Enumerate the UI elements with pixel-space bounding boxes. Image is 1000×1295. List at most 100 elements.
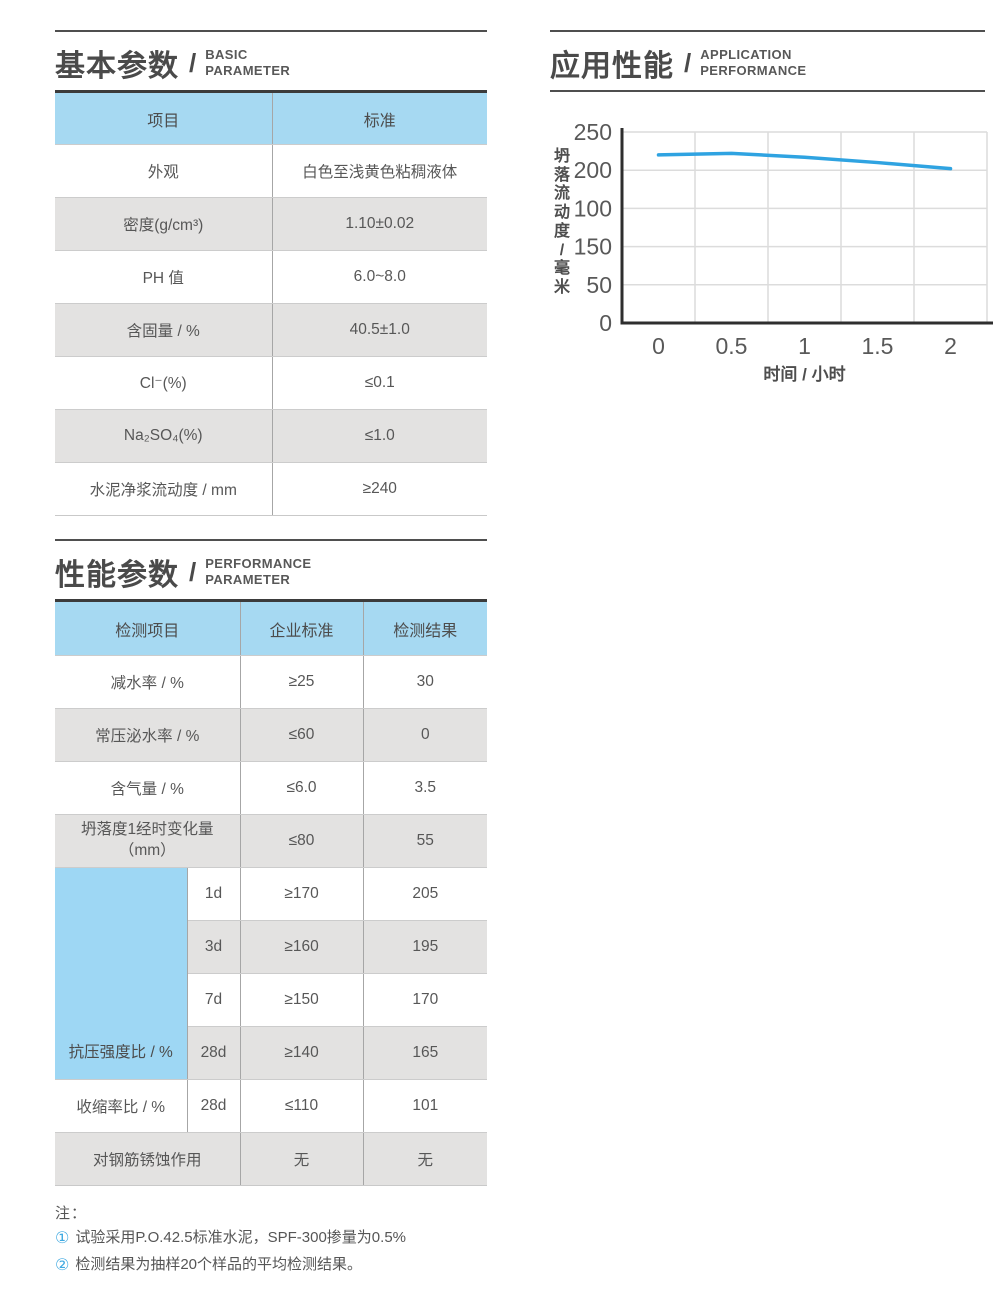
section-title-en: PERFORMANCE PARAMETER [205,556,311,587]
result-value: 无 [362,1132,488,1186]
result-value: 55 [362,814,488,868]
table-row: 28d ≥140 165 [55,1026,488,1080]
param-value: ≥240 [271,462,488,516]
test-item: 减水率 / % [54,655,241,709]
table-row: Na₂SO₄(%) ≤1.0 [54,409,488,463]
table-row: 密度(g/cm³) 1.10±0.02 [54,197,488,251]
note-marker: ① [55,1230,70,1247]
table-row: 含固量 / % 40.5±1.0 [54,303,488,357]
param-value: ≤0.1 [271,356,488,410]
column-header-item: 项目 [54,92,273,145]
section-title-en-line: PARAMETER [205,63,291,78]
notes-title: 注： [55,1205,88,1222]
param-label: Cl⁻(%) [54,356,273,410]
table-row: 常压泌水率 / % ≤60 0 [54,708,488,762]
svg-text:时间 / 小时: 时间 / 小时 [763,364,845,384]
performance-section-heading: 性能参数 / PERFORMANCE PARAMETER [55,547,487,597]
param-label: PH 值 [54,250,273,304]
application-chart-area: 坍落流动度 / 毫米 250 200 100 150 50 0 0 0.5 1 1.5 2 时间 / 小时 [550,114,993,389]
test-item: 含气量 / % [54,761,241,815]
section-title-en: APPLICATION PERFORMANCE [700,47,806,78]
chart-y-axis-label: 坍落流动度 / 毫米 [553,148,570,297]
left-column: 基本参数 / BASIC PARAMETER 项目 标准 外观 白色至浅黄色粘稠… [54,30,488,1276]
standard-value: ≥170 [239,867,364,921]
age-label: 28d [186,1026,241,1080]
divider [550,90,985,92]
performance-parameter-table: 检测项目 企业标准 检测结果 减水率 / % ≥25 30 常压泌水率 / % … [54,601,488,1186]
application-section-heading: 应用性能 / APPLICATION PERFORMANCE [550,38,985,88]
column-header-enterprise-standard: 企业标准 [239,601,364,656]
test-item-line: 坍落度1经时变化量 [80,821,214,839]
standard-value: 无 [239,1132,364,1186]
table-row: 水泥净浆流动度 / mm ≥240 [54,462,488,516]
table-row: 含气量 / % ≤6.0 3.5 [54,761,488,815]
result-value: 101 [362,1079,488,1133]
result-value: 165 [362,1026,488,1080]
test-item: 对钢筋锈蚀作用 [54,1132,241,1186]
param-label: 水泥净浆流动度 / mm [54,462,273,516]
standard-value: ≤110 [239,1079,364,1133]
svg-text:1: 1 [798,333,811,359]
result-value: 30 [362,655,488,709]
table-row: 7d ≥150 170 [55,973,488,1027]
svg-text:2: 2 [944,333,957,359]
standard-value: ≤6.0 [239,761,364,815]
standard-value: ≤80 [239,814,364,868]
section-title-separator: / [189,47,197,78]
basic-section-heading: 基本参数 / BASIC PARAMETER [55,38,487,88]
note-marker: ② [55,1256,70,1274]
result-value: 3.5 [362,761,488,815]
result-value: 170 [362,973,488,1027]
standard-value: ≥160 [239,920,364,974]
table-row: 收缩率比 / % 28d ≤110 101 [54,1079,488,1133]
param-value: 40.5±1.0 [271,303,488,357]
application-chart: 250 200 100 150 50 0 0 0.5 1 1.5 2 时间 / 小时 [574,119,993,384]
param-value: 6.0~8.0 [271,250,488,304]
table-row: 3d ≥160 195 [55,920,488,974]
section-title-en-line: APPLICATION [700,47,792,63]
notes: 注： ① 试验采用P.O.42.5标准水泥，SPF-300掺量为0.5% ② 检… [55,1202,487,1276]
section-title-cn: 性能参数 [55,559,179,592]
table-header-row: 项目 标准 [54,92,488,145]
section-title-en-line: PERFORMANCE [205,556,312,572]
section-title-en-line: BASIC [205,47,248,63]
age-label: 3d [186,920,241,974]
svg-text:200: 200 [574,157,612,183]
table-header-row: 检测项目 企业标准 检测结果 [54,601,488,656]
section-title-separator: / [684,47,692,78]
svg-text:100: 100 [574,195,612,221]
section-title-cn: 基本参数 [55,50,179,83]
section-title-en-line: PARAMETER [205,572,291,587]
performance-parameter-table-block: 检测项目 企业标准 检测结果 减水率 / % ≥25 30 常压泌水率 / % … [54,599,488,1186]
note-item: ① 试验采用P.O.42.5标准水泥，SPF-300掺量为0.5% [55,1228,487,1250]
right-column: 应用性能 / APPLICATION PERFORMANCE 坍落流动度 / 毫米 … [550,30,993,389]
basic-parameter-table-block: 项目 标准 外观 白色至浅黄色粘稠液体 密度(g/cm³) 1.10±0.02 … [54,90,488,516]
column-header-standard: 标准 [271,92,488,145]
table-top-border [55,90,487,93]
param-label: 外观 [54,144,273,198]
divider [55,30,487,32]
note-text: 试验采用P.O.42.5标准水泥，SPF-300掺量为0.5% [75,1229,406,1246]
svg-text:0.5: 0.5 [716,333,748,359]
param-label: 密度(g/cm³) [54,197,273,251]
standard-value: ≥25 [239,655,364,709]
column-header-test-item: 检测项目 [54,601,241,656]
section-title-en: BASIC PARAMETER [205,47,290,78]
column-header-test-result: 检测结果 [362,601,488,656]
svg-text:0: 0 [652,333,665,359]
divider [55,539,487,541]
section-title-separator: / [189,556,197,587]
table-row: PH 值 6.0~8.0 [54,250,488,304]
param-label: 含固量 / % [54,303,273,357]
table-row: 外观 白色至浅黄色粘稠液体 [54,144,488,198]
svg-text:150: 150 [574,234,612,260]
divider [550,30,985,32]
age-label: 1d [186,867,241,921]
svg-text:250: 250 [574,119,612,145]
section-title-cn: 应用性能 [550,50,674,83]
note-text: 检测结果为抽样20个样品的平均检测结果。 [75,1255,363,1273]
test-item: 收缩率比 / % [54,1079,188,1133]
standard-value: ≤60 [239,708,364,762]
table-row: 减水率 / % ≥25 30 [54,655,488,709]
standard-value: ≥140 [239,1026,364,1080]
